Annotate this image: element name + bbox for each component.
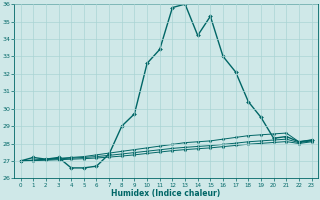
X-axis label: Humidex (Indice chaleur): Humidex (Indice chaleur): [111, 189, 221, 198]
